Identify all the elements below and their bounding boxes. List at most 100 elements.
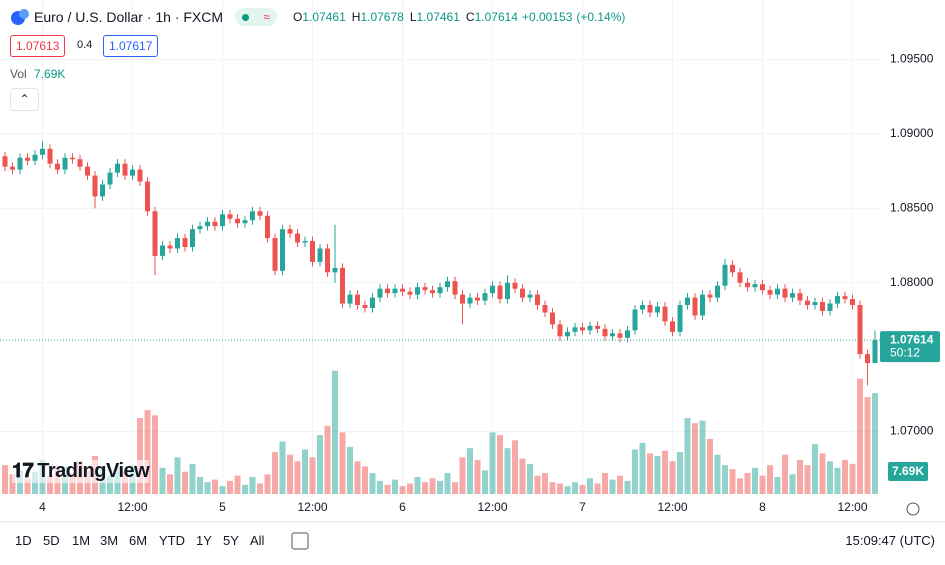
volume-bar: [617, 475, 623, 494]
volume-bar: [452, 482, 458, 494]
settings-icon[interactable]: [906, 502, 920, 516]
candle-body: [797, 293, 803, 301]
candle-body: [317, 248, 323, 262]
candle-body: [535, 294, 540, 306]
volume-bar: [467, 448, 473, 494]
range-button[interactable]: 5D: [43, 533, 60, 548]
candle-body: [625, 330, 630, 338]
volume-bar: [699, 420, 706, 494]
x-tick-label: 12:00: [477, 500, 507, 514]
volume-bar: [594, 483, 601, 494]
volume-bar: [159, 467, 166, 494]
candle-body: [145, 181, 150, 212]
volume-bar: [407, 483, 413, 494]
candle-body: [497, 285, 503, 300]
range-button[interactable]: 1Y: [196, 533, 212, 548]
candle-body: [482, 293, 488, 301]
candle-body: [527, 294, 533, 298]
candle-body: [700, 294, 705, 316]
ohlc-key: H: [351, 10, 361, 24]
volume-bar: [729, 469, 736, 494]
candle-body: [160, 245, 165, 256]
x-tick-label: 12:00: [837, 500, 867, 514]
ohlc: O 1.07461 H 1.07678 L 1.07461 C 1.07614: [287, 10, 518, 24]
candle-body: [362, 305, 368, 309]
candle-body: [325, 248, 330, 273]
candle-body: [565, 331, 570, 337]
candle-body: [407, 291, 413, 295]
candle-body: [452, 281, 458, 295]
volume-bar: [414, 476, 421, 494]
status-toggle[interactable]: ≈: [235, 8, 278, 26]
range-button[interactable]: 1D: [15, 533, 32, 548]
candle-body: [595, 325, 600, 329]
ask-button[interactable]: 1.07617: [103, 35, 159, 57]
candle-body: [430, 290, 435, 294]
ohlc-key: O: [293, 10, 303, 24]
volume-bar: [474, 459, 481, 494]
volume-bar: [602, 473, 608, 494]
ohlc-value: 1.07678: [360, 10, 404, 24]
candle-body: [550, 312, 555, 325]
range-button[interactable]: 5Y: [223, 533, 239, 548]
volume-bar: [437, 480, 443, 494]
range-button[interactable]: 6M: [129, 533, 148, 548]
candle-body: [865, 354, 870, 364]
candle-body: [265, 215, 270, 239]
candle-body: [70, 157, 75, 160]
volume-bar: [384, 484, 391, 494]
volume-bar: [549, 482, 556, 494]
candle-body: [122, 163, 128, 176]
volume-bar: [579, 484, 586, 494]
candle-body: [820, 302, 825, 311]
candle-body: [850, 299, 855, 306]
volume-label: 7.69K: [892, 464, 924, 478]
volume-bar: [189, 463, 196, 494]
volume-bar: [587, 478, 593, 494]
candle-body: [25, 157, 30, 161]
symbol-title[interactable]: Euro / U.S. Dollar · 1h · FXCM: [34, 9, 224, 25]
ohlc-value: 1.07461: [416, 10, 460, 24]
candle-body: [422, 287, 428, 291]
candle-body: [542, 305, 548, 313]
header: Euro / U.S. Dollar · 1h · FXCM ≈ O 1.0746…: [10, 8, 625, 26]
candle-body: [385, 288, 390, 294]
volume-bar: [774, 476, 781, 494]
volume-bar: [692, 423, 698, 494]
volume-bar: [857, 378, 863, 494]
range-button[interactable]: YTD: [159, 533, 185, 548]
candle-body: [835, 296, 840, 304]
candle-body: [287, 229, 293, 234]
range-button[interactable]: All: [250, 533, 265, 548]
bid-button[interactable]: 1.07613: [10, 35, 66, 57]
range-button[interactable]: 3M: [100, 533, 119, 548]
volume-bar: [662, 450, 668, 494]
collapse-button[interactable]: ⌃: [10, 88, 39, 111]
volume-bar: [482, 470, 488, 494]
volume-bar: [684, 418, 691, 494]
candle-body: [602, 328, 608, 337]
volume-bar: [422, 482, 428, 494]
volume-bar: [347, 446, 353, 494]
candle-body: [250, 211, 255, 221]
range-button[interactable]: 1M: [72, 533, 91, 548]
volume-bar: [534, 475, 541, 494]
spread: 0.4: [77, 39, 93, 51]
candle-body: [572, 327, 578, 332]
calendar-icon[interactable]: [291, 532, 309, 550]
watermark: 𝟏𝟕 TradingView: [12, 460, 150, 483]
candle-body: [662, 306, 668, 322]
candle-body: [722, 264, 728, 286]
candle-body: [827, 303, 833, 311]
volume-bar: [542, 473, 548, 494]
volume-bar: [212, 479, 218, 494]
volume-bar: [459, 457, 466, 494]
candle-body: [340, 267, 345, 304]
candle-body: [610, 333, 615, 337]
candle-body: [685, 297, 690, 306]
candle-body: [760, 284, 765, 291]
volume-bar: [639, 442, 646, 494]
candle-body: [190, 229, 195, 248]
volume-bar: [279, 441, 286, 494]
candle-body: [242, 220, 248, 224]
